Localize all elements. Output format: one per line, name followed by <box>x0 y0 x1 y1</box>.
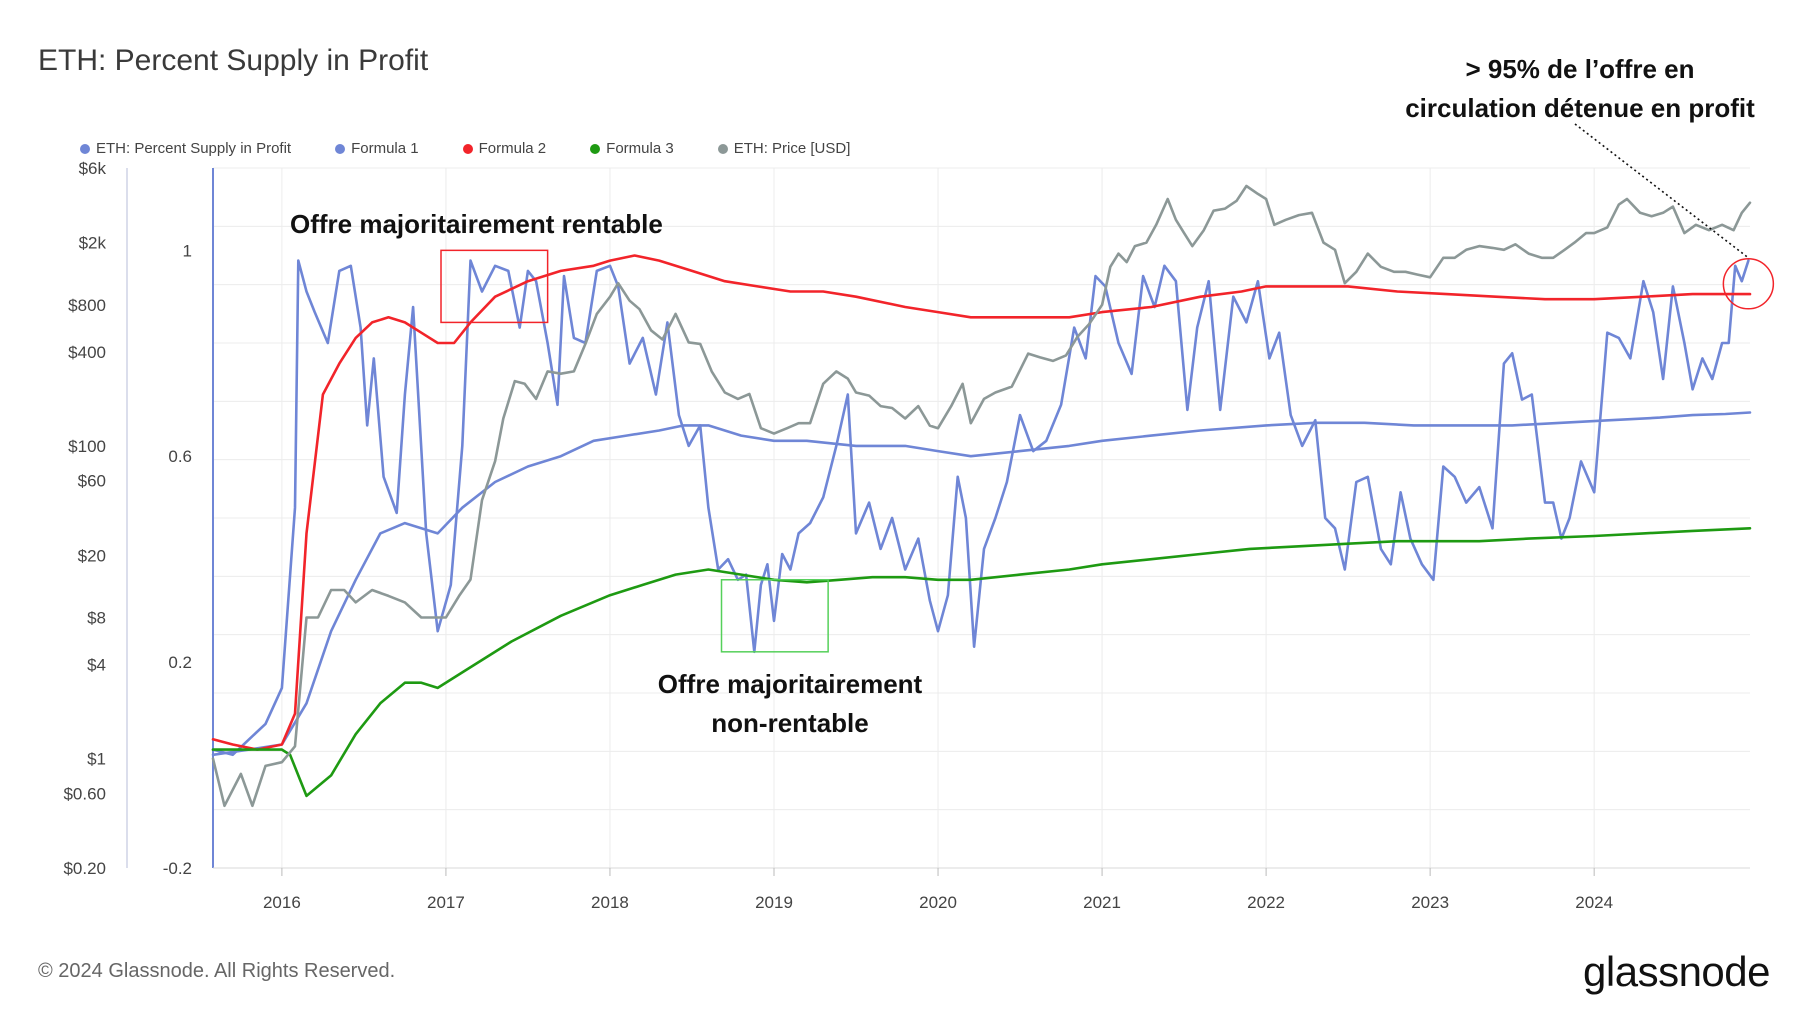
left-axis-tick-label: $400 <box>68 343 106 362</box>
legend-label: ETH: Percent Supply in Profit <box>96 140 292 157</box>
glassnode-logo[interactable]: glassnode <box>1583 948 1770 995</box>
x-axis-tick-label: 2024 <box>1575 893 1613 912</box>
axes: $6k $2k $800 $400 $100 $60 $20 $8 $4 $1 $0.60 $0.20… <box>63 159 1750 912</box>
legend-dot-icon <box>335 143 346 154</box>
annotation-box-profitable <box>440 249 549 324</box>
right-axis-tick-label: -0.2 <box>163 859 192 878</box>
left-axis-tick-label: $60 <box>78 472 106 491</box>
left-axis-tick-label: $0.20 <box>63 859 106 878</box>
grid-lines <box>213 167 1750 869</box>
x-axis-tick-label: 2021 <box>1083 893 1121 912</box>
legend-label: Formula 3 <box>606 140 674 157</box>
annotation-unprofitable-line2: non-rentable <box>711 708 869 738</box>
x-axis-tick-label: 2020 <box>919 893 957 912</box>
left-axis-tick-label: $20 <box>78 546 106 565</box>
series-line-formula-2 <box>211 254 1752 751</box>
series-line-eth-price <box>211 184 1752 808</box>
annotation-unprofitable: Offre majoritairement non-rentable <box>600 665 980 743</box>
legend-dot-icon <box>80 143 90 154</box>
left-axis-tick-label: $2k <box>79 234 107 253</box>
left-axis-tick-label: $4 <box>87 656 106 675</box>
left-axis-tick-label: $0.60 <box>63 784 106 803</box>
legend-item-formula-3[interactable]: Formula 3 <box>590 140 674 157</box>
copyright-text: © 2024 Glassnode. All Rights Reserved. <box>38 960 396 982</box>
series-line-percent-supply <box>211 259 1750 757</box>
legend-item-formula-2[interactable]: Formula 2 <box>462 140 547 157</box>
annotation-circulation-line1: > 95% de l’offre en <box>1465 54 1695 84</box>
x-axis-tick-label: 2022 <box>1247 893 1285 912</box>
right-axis-tick-label: 1 <box>183 241 192 260</box>
left-axis-tick-label: $100 <box>68 437 106 456</box>
legend-item-formula-1[interactable]: Formula 1 <box>335 140 419 157</box>
annotation-circulation-line2: circulation détenue en profit <box>1405 93 1755 123</box>
x-axis-tick-label: 2016 <box>263 893 301 912</box>
series-line-formula-1 <box>211 411 1752 757</box>
x-axis-tick-label: 2018 <box>591 893 629 912</box>
legend-item-eth-price[interactable]: ETH: Price [USD] <box>717 140 851 157</box>
annotation-shapes <box>440 123 1775 653</box>
left-axis-tick-label: $1 <box>87 750 106 769</box>
series-line-formula-3 <box>211 526 1752 798</box>
legend-label: Formula 2 <box>478 140 547 157</box>
left-axis-tick-label: $6k <box>79 159 107 178</box>
x-axis-tick-label: 2023 <box>1411 893 1449 912</box>
annotation-pointer-line <box>1574 123 1749 259</box>
annotation-circulation: > 95% de l’offre en circulation détenue … <box>1360 50 1800 128</box>
chart-legend: ETH: Percent Supply in Profit Formula 1 … <box>80 140 894 157</box>
right-axis-tick-label: 0.2 <box>168 653 192 672</box>
chart-title: ETH: Percent Supply in Profit <box>38 44 429 77</box>
legend-dot-icon <box>462 143 473 154</box>
legend-dot-icon <box>590 143 601 154</box>
legend-label: Formula 1 <box>351 140 419 157</box>
legend-dot-icon <box>717 143 728 154</box>
left-axis-tick-label: $8 <box>87 609 106 628</box>
annotation-box-unprofitable <box>720 579 829 653</box>
left-axis-tick-label: $800 <box>68 296 106 315</box>
x-axis-tick-label: 2017 <box>427 893 465 912</box>
annotation-profitable: Offre majoritairement rentable <box>290 209 663 239</box>
x-axis-tick-label: 2019 <box>755 893 793 912</box>
right-axis-tick-label: 0.6 <box>168 447 192 466</box>
series-lines <box>211 184 1752 808</box>
legend-label: ETH: Price [USD] <box>733 140 851 157</box>
annotation-circle-current <box>1722 258 1775 310</box>
annotation-unprofitable-line1: Offre majoritairement <box>657 669 923 699</box>
legend-item-percent-supply[interactable]: ETH: Percent Supply in Profit <box>80 140 291 157</box>
